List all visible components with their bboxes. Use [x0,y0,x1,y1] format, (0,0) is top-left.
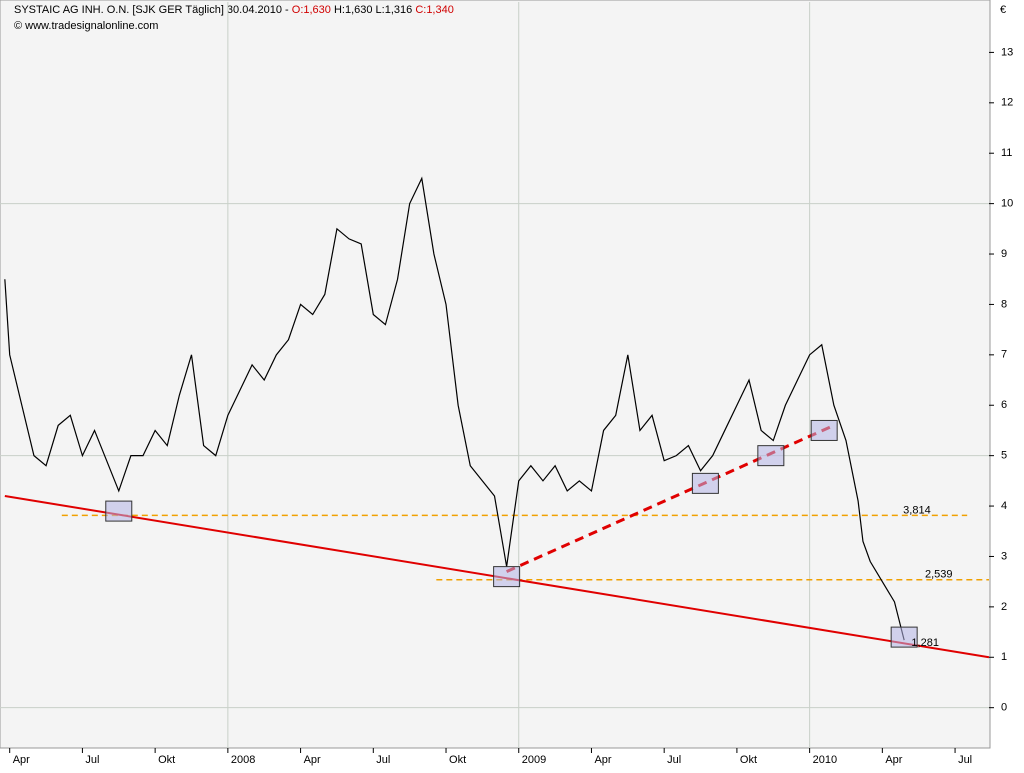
touch-box [890,626,918,648]
y-tick-label: 0 [1001,702,1007,714]
chart-title: SYSTAIC AG INH. O.N. [SJK GER Täglich] 3… [14,4,454,16]
level-label: 3,814 [903,504,931,516]
y-tick-label: 3 [1001,550,1007,562]
touch-box [810,419,838,441]
y-tick-label: 7 [1001,349,1007,361]
x-tick-label: Apr [594,754,611,766]
x-tick-label: 2008 [231,754,255,766]
x-tick-label: Jul [85,754,99,766]
touch-box [757,445,785,467]
touch-box [691,472,719,494]
currency-label: € [1000,4,1006,16]
x-tick-label: Jul [958,754,972,766]
x-tick-label: Apr [885,754,902,766]
plot-area [0,0,991,749]
y-tick-label: 11 [1001,147,1012,159]
price-line [4,176,905,641]
y-tick-label: 5 [1001,450,1007,462]
y-tick-label: 1 [1001,651,1007,663]
y-tick-label: 9 [1001,248,1007,260]
touch-box [493,566,521,588]
x-tick-label: Jul [376,754,390,766]
x-tick-label: Apr [13,754,30,766]
y-tick-label: 8 [1001,298,1007,310]
level-label: 2,539 [925,569,953,581]
x-tick-label: 2010 [813,754,837,766]
y-tick-label: 2 [1001,601,1007,613]
x-tick-label: 2009 [522,754,546,766]
x-tick-label: Okt [740,754,757,766]
y-tick-label: 10 [1001,198,1013,210]
x-tick-label: Jul [667,754,681,766]
annotation-label: 1,281 [911,637,939,649]
x-tick-label: Apr [304,754,321,766]
subtitle: © www.tradesignalonline.com [14,20,158,32]
title-part: O:1,630 [292,4,331,16]
y-tick-label: 12 [1001,97,1013,109]
title-part: H:1,630 L:1,316 [331,4,415,16]
y-tick-label: 6 [1001,399,1007,411]
x-tick-label: Okt [158,754,175,766]
y-tick-label: 4 [1001,500,1007,512]
touch-box [105,500,133,522]
y-tick-label: 13 [1001,46,1013,58]
title-part: C:1,340 [415,4,454,16]
x-tick-label: Okt [449,754,466,766]
title-part: SYSTAIC AG INH. O.N. [SJK GER Täglich] 3… [14,4,292,16]
